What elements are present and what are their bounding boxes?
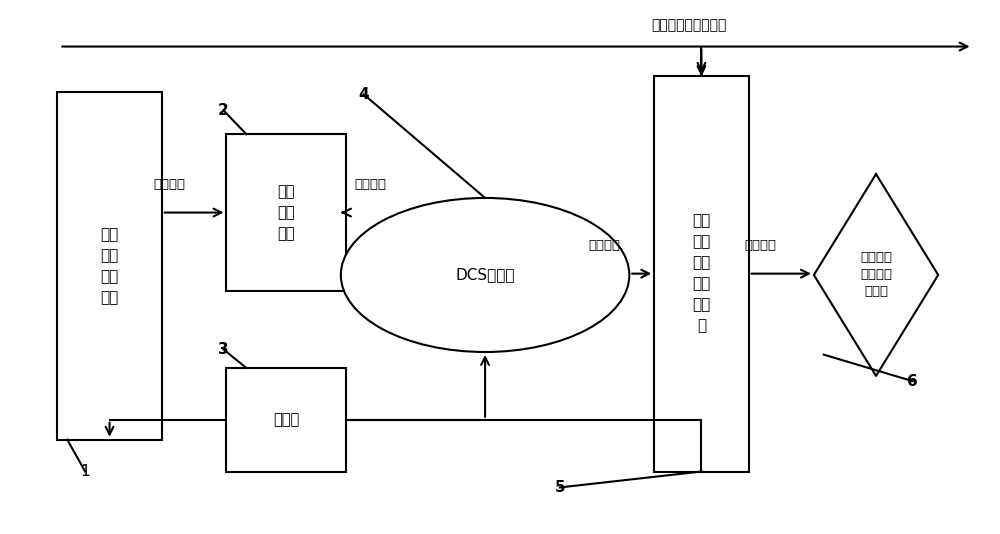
Text: DCS数据库: DCS数据库: [455, 268, 515, 282]
Text: 模型输入: 模型输入: [588, 239, 620, 253]
Text: 5: 5: [554, 480, 565, 495]
Text: 3: 3: [218, 342, 229, 357]
Text: 1: 1: [80, 464, 90, 479]
Text: 6: 6: [907, 374, 918, 389]
Bar: [226, 134, 346, 291]
Bar: [654, 76, 749, 472]
Polygon shape: [814, 174, 938, 376]
Ellipse shape: [341, 198, 629, 352]
Text: 丙烯
聚合
生产
过程: 丙烯 聚合 生产 过程: [100, 226, 119, 305]
Text: 模型输出: 模型输出: [745, 239, 777, 253]
Text: 智能
加权
最优
软测
量系
统: 智能 加权 最优 软测 量系 统: [692, 214, 711, 334]
Bar: [226, 368, 346, 472]
Text: 燘融指数
软测量值
显示仪: 燘融指数 软测量值 显示仪: [860, 252, 892, 299]
Text: 现场
智能
仪表: 现场 智能 仪表: [277, 184, 295, 241]
Text: 易测变量: 易测变量: [355, 178, 387, 191]
Text: 2: 2: [218, 103, 229, 118]
Bar: [57, 92, 162, 439]
Text: 控制站: 控制站: [273, 412, 299, 427]
Text: 4: 4: [358, 87, 369, 102]
Text: 易测变量: 易测变量: [154, 178, 186, 191]
Text: 燘融指数离线化验值: 燘融指数离线化验值: [651, 18, 727, 32]
